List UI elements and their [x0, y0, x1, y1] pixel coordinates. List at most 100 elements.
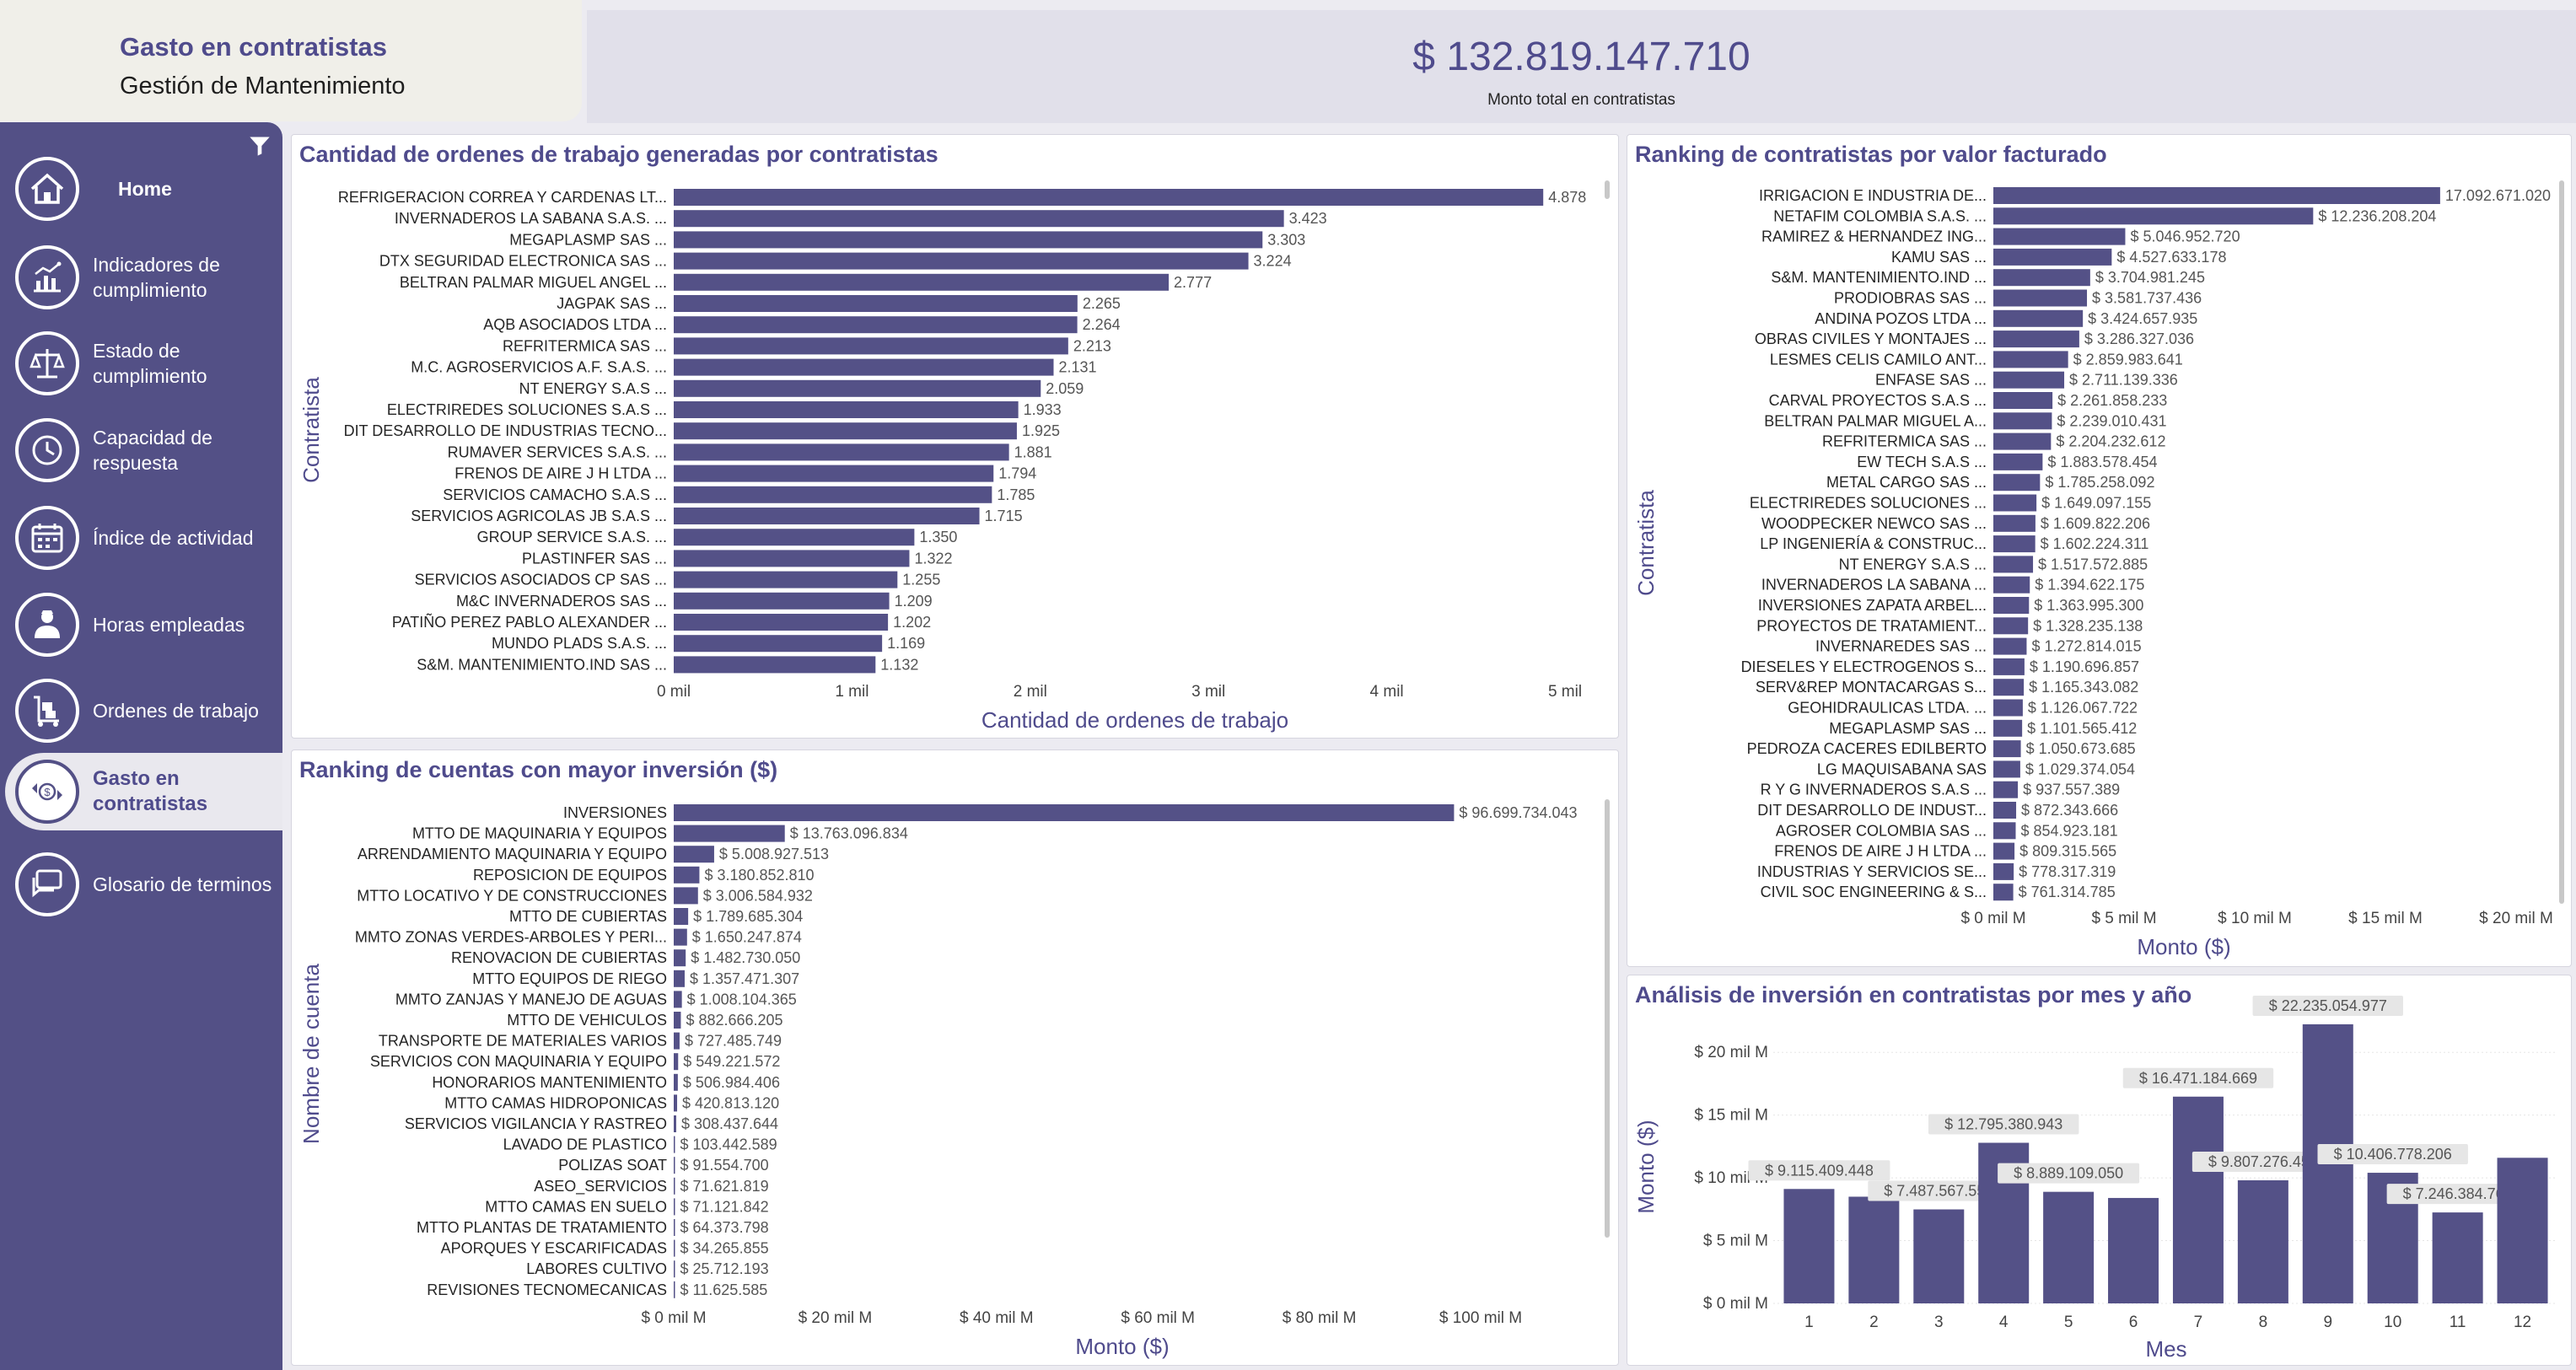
bar[interactable] — [674, 949, 686, 967]
bar[interactable] — [1993, 187, 2440, 204]
bar[interactable] — [674, 273, 1170, 291]
bar[interactable] — [1993, 740, 2021, 758]
bar[interactable] — [1993, 228, 2126, 245]
bar[interactable] — [674, 465, 994, 482]
bar[interactable] — [674, 508, 980, 524]
bar[interactable] — [674, 887, 698, 905]
bar[interactable] — [1993, 884, 2014, 901]
bar[interactable] — [1993, 597, 2030, 614]
bar[interactable] — [674, 1094, 678, 1112]
sidebar-item-capacidad-de-respuesta[interactable]: Capacidad de respuesta — [5, 411, 282, 489]
sidebar-item-home[interactable]: Home — [5, 150, 282, 228]
bar[interactable] — [1993, 289, 2088, 307]
bar[interactable] — [2497, 1158, 2548, 1303]
bar[interactable] — [674, 1053, 679, 1071]
bar[interactable] — [674, 379, 1041, 397]
bar[interactable] — [1848, 1196, 1900, 1303]
scrollbar-ranking[interactable] — [2559, 180, 2564, 904]
sidebar-item-horas-empleadas[interactable]: Horas empleadas — [5, 586, 282, 664]
bar[interactable] — [1993, 842, 2015, 860]
bar[interactable] — [674, 422, 1017, 440]
bar[interactable] — [1993, 207, 2314, 225]
filter-icon[interactable] — [248, 134, 272, 158]
bar[interactable] — [1993, 617, 2029, 635]
bar[interactable] — [674, 1157, 675, 1174]
bar[interactable] — [674, 252, 1249, 270]
bar[interactable] — [2237, 1179, 2288, 1303]
bar[interactable] — [1993, 862, 2014, 880]
bar[interactable] — [1993, 719, 2023, 737]
bar[interactable] — [674, 592, 890, 610]
bar[interactable] — [1993, 576, 2030, 594]
bar[interactable] — [1993, 699, 2023, 717]
bar[interactable] — [1993, 371, 2065, 389]
bar[interactable] — [1993, 392, 2053, 409]
bar[interactable] — [674, 1177, 675, 1195]
bar[interactable] — [1993, 309, 2084, 327]
bar[interactable] — [674, 571, 898, 588]
bar[interactable] — [674, 1198, 675, 1216]
bar[interactable] — [1993, 494, 2037, 512]
bar[interactable] — [674, 231, 1263, 249]
bar[interactable] — [674, 635, 883, 653]
bar[interactable] — [1993, 248, 2112, 266]
bar[interactable] — [1913, 1209, 1965, 1303]
bar[interactable] — [1993, 679, 2025, 696]
bar[interactable] — [674, 486, 992, 503]
bar[interactable] — [674, 1219, 675, 1236]
bar[interactable] — [674, 656, 876, 674]
bar[interactable] — [1993, 822, 2016, 840]
bar[interactable] — [1993, 412, 2052, 430]
bar[interactable] — [1993, 474, 2041, 492]
bar[interactable] — [1993, 556, 2034, 573]
sidebar-item-ordenes-de-trabajo[interactable]: Ordenes de trabajo — [5, 672, 282, 749]
sidebar-item-estado-de-cumplimiento[interactable]: Estado de cumplimiento — [5, 325, 282, 402]
bar[interactable] — [674, 866, 700, 884]
bar[interactable] — [674, 295, 1078, 312]
scrollbar-ordenes[interactable] — [1605, 180, 1610, 199]
bar[interactable] — [674, 1239, 675, 1257]
bar[interactable] — [674, 1260, 675, 1278]
bar[interactable] — [2172, 1096, 2224, 1303]
sidebar-item-gasto-en-contratistas[interactable]: $ Gasto en contratistas — [5, 753, 282, 830]
bar[interactable] — [674, 443, 1009, 461]
bar[interactable] — [674, 825, 785, 842]
bar[interactable] — [674, 189, 1544, 206]
sidebar-item-indicadores-de-cumplimiento[interactable]: Indicadores de cumplimiento — [5, 239, 282, 316]
bar[interactable] — [674, 1032, 680, 1050]
bar[interactable] — [1993, 658, 2025, 675]
bar[interactable] — [1993, 514, 2036, 532]
bar[interactable] — [674, 337, 1068, 355]
scrollbar-cuentas[interactable] — [1605, 799, 1610, 1238]
sidebar-item-índice-de-actividad[interactable]: Índice de actividad — [5, 499, 282, 577]
bar[interactable] — [1783, 1189, 1835, 1303]
bar[interactable] — [1993, 760, 2020, 778]
bar[interactable] — [674, 846, 714, 863]
bar[interactable] — [674, 1136, 675, 1153]
bar[interactable] — [674, 1281, 675, 1298]
bar[interactable] — [674, 970, 685, 987]
sidebar-item-glosario-de-terminos[interactable]: Glosario de terminos — [5, 846, 282, 923]
bar[interactable] — [674, 358, 1054, 376]
bar[interactable] — [1993, 535, 2036, 553]
bar[interactable] — [1993, 432, 2052, 450]
bar[interactable] — [674, 614, 889, 631]
bar[interactable] — [1993, 351, 2068, 368]
bar[interactable] — [674, 804, 1455, 821]
bar[interactable] — [1993, 269, 2090, 287]
bar[interactable] — [674, 991, 682, 1008]
bar[interactable] — [1993, 453, 2043, 470]
bar[interactable] — [674, 316, 1078, 334]
bar[interactable] — [674, 908, 689, 925]
bar[interactable] — [674, 1012, 681, 1029]
bar[interactable] — [674, 550, 910, 567]
bar[interactable] — [2043, 1191, 2095, 1303]
bar[interactable] — [2108, 1197, 2159, 1303]
bar[interactable] — [674, 928, 687, 946]
bar[interactable] — [1993, 637, 2027, 655]
bar[interactable] — [1993, 781, 2019, 798]
bar[interactable] — [2432, 1212, 2483, 1303]
bar[interactable] — [1993, 802, 2017, 819]
bar[interactable] — [674, 529, 915, 546]
bar[interactable] — [674, 1115, 676, 1132]
